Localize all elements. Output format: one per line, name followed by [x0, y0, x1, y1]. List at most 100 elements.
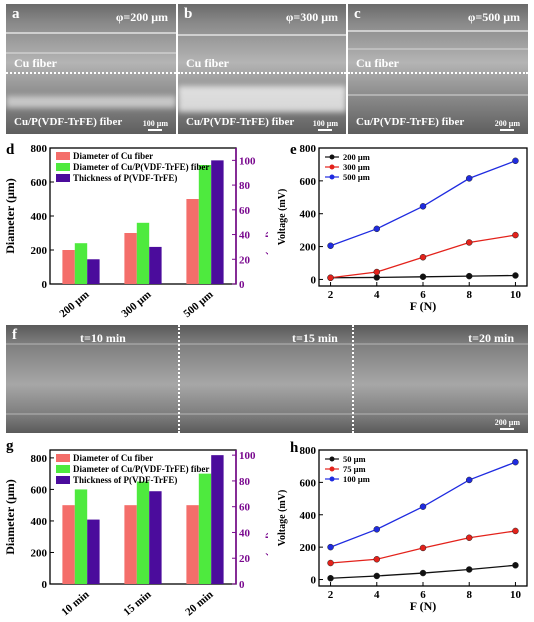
legend-label-3: 500 μm: [343, 172, 370, 182]
y-right-tick-label: 80: [239, 180, 251, 192]
scale-text-b: 100 μm: [312, 119, 338, 128]
bar-1-3: [186, 505, 199, 584]
panel-letter-d: d: [6, 142, 15, 158]
legend-label-1: 50 μm: [343, 454, 366, 464]
scale-bar-b: 100 μm: [313, 119, 338, 131]
legend-label-2: 300 μm: [343, 162, 370, 172]
data-point: [465, 175, 473, 182]
data-point: [419, 503, 427, 510]
y-tick-label: 800: [300, 445, 317, 457]
legend-label-3: Thickness of P(VDF-TrFE): [73, 173, 177, 183]
bar-1-1: [62, 505, 75, 584]
chart-d: 200 μm 300 μm 500 μm 0 200 400 600 800 0 20 40 60 80…: [3, 143, 268, 318]
data-point: [327, 574, 334, 582]
legend-marker-1: [329, 456, 335, 462]
coated-fiber-label-c: Cu/P(VDF-TrFE) fiber: [356, 116, 465, 128]
legend-swatch-2: [56, 163, 70, 171]
legend-label-3: Thickness of P(VDF-TrFE): [73, 475, 177, 485]
y-right-tick-label: 0: [239, 279, 245, 291]
coated-fiber-label-b: Cu/P(VDF-TrFE) fiber: [186, 116, 295, 128]
y-right-tick-label: 40: [239, 527, 251, 539]
y-right-tick-label: 80: [239, 476, 251, 488]
data-point: [512, 272, 519, 279]
legend-marker-1: [329, 154, 335, 160]
y-axis-label: Diameter (μm): [3, 479, 17, 555]
sem-panel-c: c φ=500 μm Cu fiber Cu/P(VDF-TrFE) fiber…: [348, 4, 528, 134]
cu-fiber-label-b: Cu fiber: [186, 56, 229, 70]
data-point: [465, 566, 473, 573]
scale-text-a: 100 μm: [142, 119, 168, 128]
legend-label-3: 100 μm: [343, 474, 370, 484]
x-tick-label: 15 min: [121, 589, 153, 619]
legend-marker-3: [329, 476, 335, 482]
bar-1-3: [186, 199, 199, 284]
data-point: [327, 559, 334, 567]
y-tick-label: 600: [300, 477, 317, 489]
x-axis-label: F (N): [410, 299, 437, 313]
data-point: [419, 254, 427, 261]
legend-swatch-1: [56, 152, 70, 160]
legend-swatch-3: [56, 476, 70, 484]
y-tick-label: 600: [31, 484, 48, 496]
x-tick-label: 10: [510, 589, 522, 601]
data-point: [465, 272, 473, 280]
y-axis-label: Voltage (mV): [277, 189, 288, 246]
y-axis-label: Diameter (μm): [3, 178, 17, 254]
bar-2-1: [74, 243, 88, 284]
bar-3-1: [87, 259, 100, 284]
data-point: [512, 231, 519, 239]
bar-3-3: [211, 455, 224, 584]
y-right-axis-label: Thickness (μm): [265, 176, 268, 255]
x-tick-label: 4: [374, 589, 380, 601]
x-tick-label: 4: [374, 289, 380, 301]
data-point: [373, 225, 381, 233]
legend-label-1: Diameter of Cu fiber: [73, 453, 153, 463]
legend-label-1: 200 μm: [343, 152, 370, 162]
y-tick-label: 400: [31, 211, 48, 223]
y-tick-label: 400: [31, 516, 48, 528]
data-point: [512, 527, 519, 535]
bar-3-2: [149, 491, 162, 584]
x-tick-label: 300 μm: [119, 289, 153, 318]
panel-letter-a: a: [12, 6, 20, 22]
bar-2-2: [136, 481, 150, 584]
data-point: [373, 268, 381, 276]
y-right-tick-label: 60: [239, 205, 251, 217]
y-tick-label: 0: [311, 575, 317, 587]
y-tick-label: 200: [31, 547, 48, 559]
bar-1-2: [124, 505, 137, 584]
data-point: [373, 274, 381, 281]
bar-2-3: [198, 165, 212, 284]
legend-swatch-2: [56, 465, 70, 473]
legend-swatch-3: [56, 174, 70, 182]
scale-bar-c: 200 μm: [495, 119, 520, 131]
x-axis-label: F (N): [410, 599, 437, 613]
bar-2-1: [74, 489, 88, 584]
param-f-1: t=10 min: [80, 331, 126, 345]
legend-label-2: Diameter of Cu/P(VDF-TrFE) fiber: [73, 162, 209, 172]
panel-letter-e: e: [290, 142, 297, 158]
y-tick-label: 0: [311, 274, 317, 286]
y-right-tick-label: 100: [239, 155, 256, 167]
panel-letter-f: f: [12, 327, 17, 343]
x-tick-label: 8: [466, 289, 472, 301]
y-right-tick-label: 20: [239, 553, 251, 565]
x-tick-label: 10 min: [59, 589, 91, 619]
y-tick-label: 200: [300, 542, 317, 554]
y-right-tick-label: 100: [239, 450, 256, 462]
x-tick-label: 500 μm: [181, 289, 215, 318]
y-tick-label: 400: [300, 510, 317, 522]
y-right-tick-label: 0: [239, 579, 245, 591]
data-point: [419, 203, 427, 210]
sem-panel-a: a φ=200 μm Cu fiber Cu/P(VDF-TrFE) fiber…: [6, 4, 176, 134]
param-f-3: t=20 min: [468, 331, 514, 345]
y-tick-label: 600: [31, 177, 48, 189]
scale-bar-f: 200 μm: [495, 418, 520, 430]
data-point: [373, 556, 381, 563]
data-point: [327, 543, 334, 551]
coated-fiber-label-a: Cu/P(VDF-TrFE) fiber: [14, 116, 123, 128]
y-tick-label: 800: [300, 143, 317, 155]
bar-3-3: [211, 160, 224, 284]
y-right-tick-label: 60: [239, 502, 251, 514]
